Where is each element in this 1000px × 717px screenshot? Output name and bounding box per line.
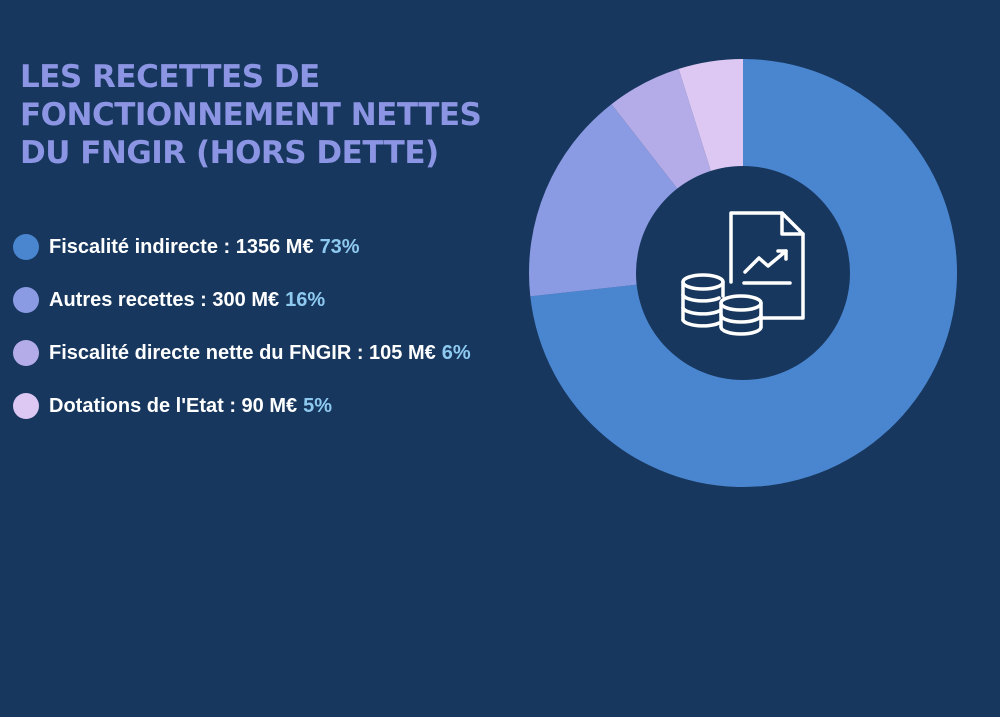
legend-item: Autres recettes : 300 M€ 16% xyxy=(13,285,471,315)
legend-swatch xyxy=(13,287,39,313)
legend-percent: 5% xyxy=(303,394,333,417)
legend-label: Fiscalité indirecte : 1356 M€ xyxy=(49,235,314,258)
legend-swatch xyxy=(13,393,39,419)
legend-label: Fiscalité directe nette du FNGIR : 105 M… xyxy=(49,341,436,364)
legend-item: Fiscalité indirecte : 1356 M€ 73% xyxy=(13,232,471,262)
legend-label: Autres recettes : 300 M€ xyxy=(49,288,280,311)
chart-title: LES RECETTES DE FONCTIONNEMENT NETTES DU… xyxy=(20,59,482,171)
legend-item: Fiscalité directe nette du FNGIR : 105 M… xyxy=(13,338,471,368)
donut-hole xyxy=(636,166,850,380)
legend-percent: 6% xyxy=(441,341,471,364)
legend-swatch xyxy=(13,340,39,366)
legend-percent: 73% xyxy=(319,235,360,258)
legend-item: Dotations de l'Etat : 90 M€ 5% xyxy=(13,391,471,421)
finance-report-coins-icon xyxy=(681,211,805,336)
legend: Fiscalité indirecte : 1356 M€ 73% Autres… xyxy=(13,232,471,444)
legend-percent: 16% xyxy=(285,288,326,311)
legend-swatch xyxy=(13,234,39,260)
legend-label: Dotations de l'Etat : 90 M€ xyxy=(49,394,298,417)
